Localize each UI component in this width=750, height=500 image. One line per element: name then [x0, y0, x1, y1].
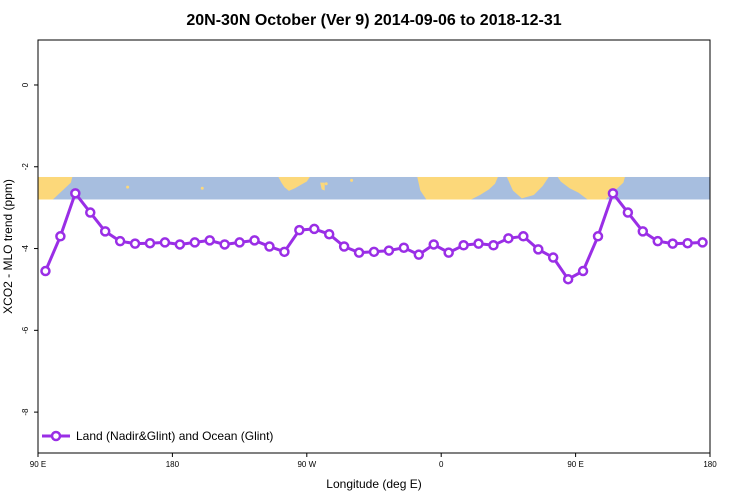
data-point: [55, 231, 66, 242]
data-point: [398, 242, 410, 253]
data-point: [622, 207, 634, 218]
data-point: [562, 273, 574, 285]
data-point: [40, 265, 51, 277]
data-point: [607, 188, 619, 199]
data-point: [637, 226, 649, 237]
data-point: [129, 238, 141, 249]
x-tick-label: 90 E: [30, 460, 46, 469]
data-point: [443, 247, 454, 258]
x-tick-label: 90 W: [297, 460, 316, 469]
data-point: [338, 241, 350, 252]
data-point: [189, 237, 201, 248]
data-point: [652, 235, 663, 247]
legend-swatch-marker: [50, 430, 62, 442]
data-point: [667, 238, 678, 249]
y-axis: 0 -2 -4 -6 -8: [21, 82, 38, 416]
x-axis: 90 E 180 90 W 0 90 E 180: [30, 453, 717, 469]
data-point: [85, 207, 96, 218]
data-point: [697, 237, 708, 248]
data-point: [264, 241, 275, 252]
data-point: [114, 235, 126, 247]
data-point: [309, 223, 320, 235]
data-point: [234, 237, 245, 248]
map-island: [126, 185, 130, 189]
x-tick-label: 0: [439, 460, 444, 469]
data-point: [458, 240, 469, 251]
y-tick-label: -2: [21, 163, 30, 171]
data-point: [383, 245, 395, 256]
y-tick-label: 0: [21, 82, 30, 87]
series-line: [44, 191, 703, 281]
data-point: [577, 265, 589, 277]
x-tick-label: 180: [166, 460, 180, 469]
x-axis-label: Longitude (deg E): [326, 477, 421, 491]
map-land-arabia: [506, 177, 549, 199]
map-island: [324, 182, 328, 186]
data-point: [488, 240, 499, 251]
plot-frame: [37, 39, 711, 454]
data-point: [547, 252, 559, 263]
data-point: [353, 247, 365, 258]
series-group: [40, 188, 708, 285]
data-point: [294, 224, 305, 236]
data-point: [368, 246, 380, 258]
y-tick-label: -8: [21, 408, 30, 416]
data-point: [682, 237, 693, 249]
data-point: [174, 239, 186, 250]
chart-title: 20N-30N October (Ver 9) 2014-09-06 to 20…: [186, 12, 561, 29]
data-point: [204, 235, 215, 246]
map-island: [350, 178, 354, 182]
y-axis-label: XCO2 - MLO trend (ppm): [1, 179, 15, 314]
data-point: [428, 239, 439, 250]
data-point: [413, 249, 425, 260]
x-tick-label: 180: [703, 460, 717, 469]
data-point: [323, 228, 335, 240]
map-land-africa: [417, 177, 498, 200]
data-point: [159, 237, 171, 248]
map-land-mexico: [278, 177, 310, 191]
data-point: [533, 244, 544, 255]
data-point: [144, 237, 156, 249]
map-island: [526, 180, 530, 183]
data-point: [279, 246, 290, 258]
map-island: [200, 186, 204, 190]
map-island: [517, 183, 521, 187]
legend-label: Land (Nadir&Glint) and Ocean (Glint): [76, 429, 273, 443]
y-tick-label: -6: [21, 326, 30, 334]
data-point: [473, 238, 484, 249]
data-point: [518, 231, 529, 242]
data-point: [70, 188, 81, 199]
x-tick-label: 90 E: [567, 460, 583, 469]
data-point: [503, 233, 514, 244]
y-tick-label: -4: [21, 244, 30, 252]
legend: Land (Nadir&Glint) and Ocean (Glint): [42, 429, 273, 443]
map-land-asia-left: [38, 177, 73, 200]
series-layer: [40, 188, 708, 285]
data-point: [249, 235, 260, 246]
data-point: [592, 231, 604, 242]
data-point: [219, 239, 230, 250]
map-land-florida: [320, 182, 325, 191]
data-point: [99, 226, 111, 237]
